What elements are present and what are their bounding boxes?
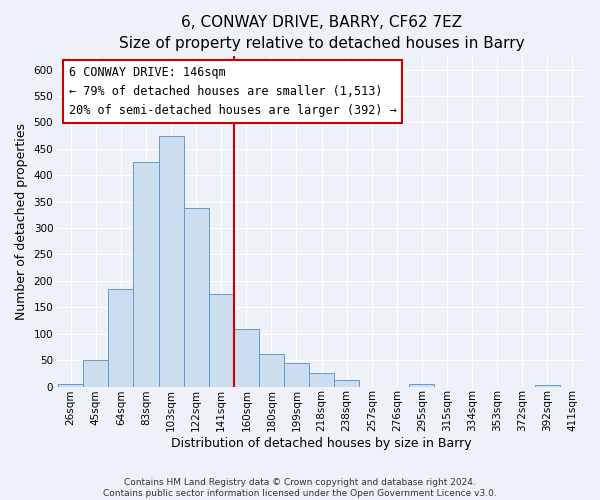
Bar xyxy=(158,136,184,386)
Bar xyxy=(58,384,83,386)
Bar xyxy=(209,294,234,386)
Y-axis label: Number of detached properties: Number of detached properties xyxy=(15,123,28,320)
Text: 6 CONWAY DRIVE: 146sqm
← 79% of detached houses are smaller (1,513)
20% of semi-: 6 CONWAY DRIVE: 146sqm ← 79% of detached… xyxy=(69,66,397,117)
Bar xyxy=(309,374,334,386)
Title: 6, CONWAY DRIVE, BARRY, CF62 7EZ
Size of property relative to detached houses in: 6, CONWAY DRIVE, BARRY, CF62 7EZ Size of… xyxy=(119,15,524,51)
Text: Contains HM Land Registry data © Crown copyright and database right 2024.
Contai: Contains HM Land Registry data © Crown c… xyxy=(103,478,497,498)
Bar xyxy=(535,385,560,386)
Bar xyxy=(259,354,284,386)
Bar xyxy=(234,330,259,386)
Bar xyxy=(184,208,209,386)
Bar xyxy=(409,384,434,386)
Bar xyxy=(334,380,359,386)
X-axis label: Distribution of detached houses by size in Barry: Distribution of detached houses by size … xyxy=(171,437,472,450)
Bar xyxy=(83,360,109,386)
Bar xyxy=(133,162,158,386)
Bar xyxy=(109,289,133,386)
Bar xyxy=(284,363,309,386)
